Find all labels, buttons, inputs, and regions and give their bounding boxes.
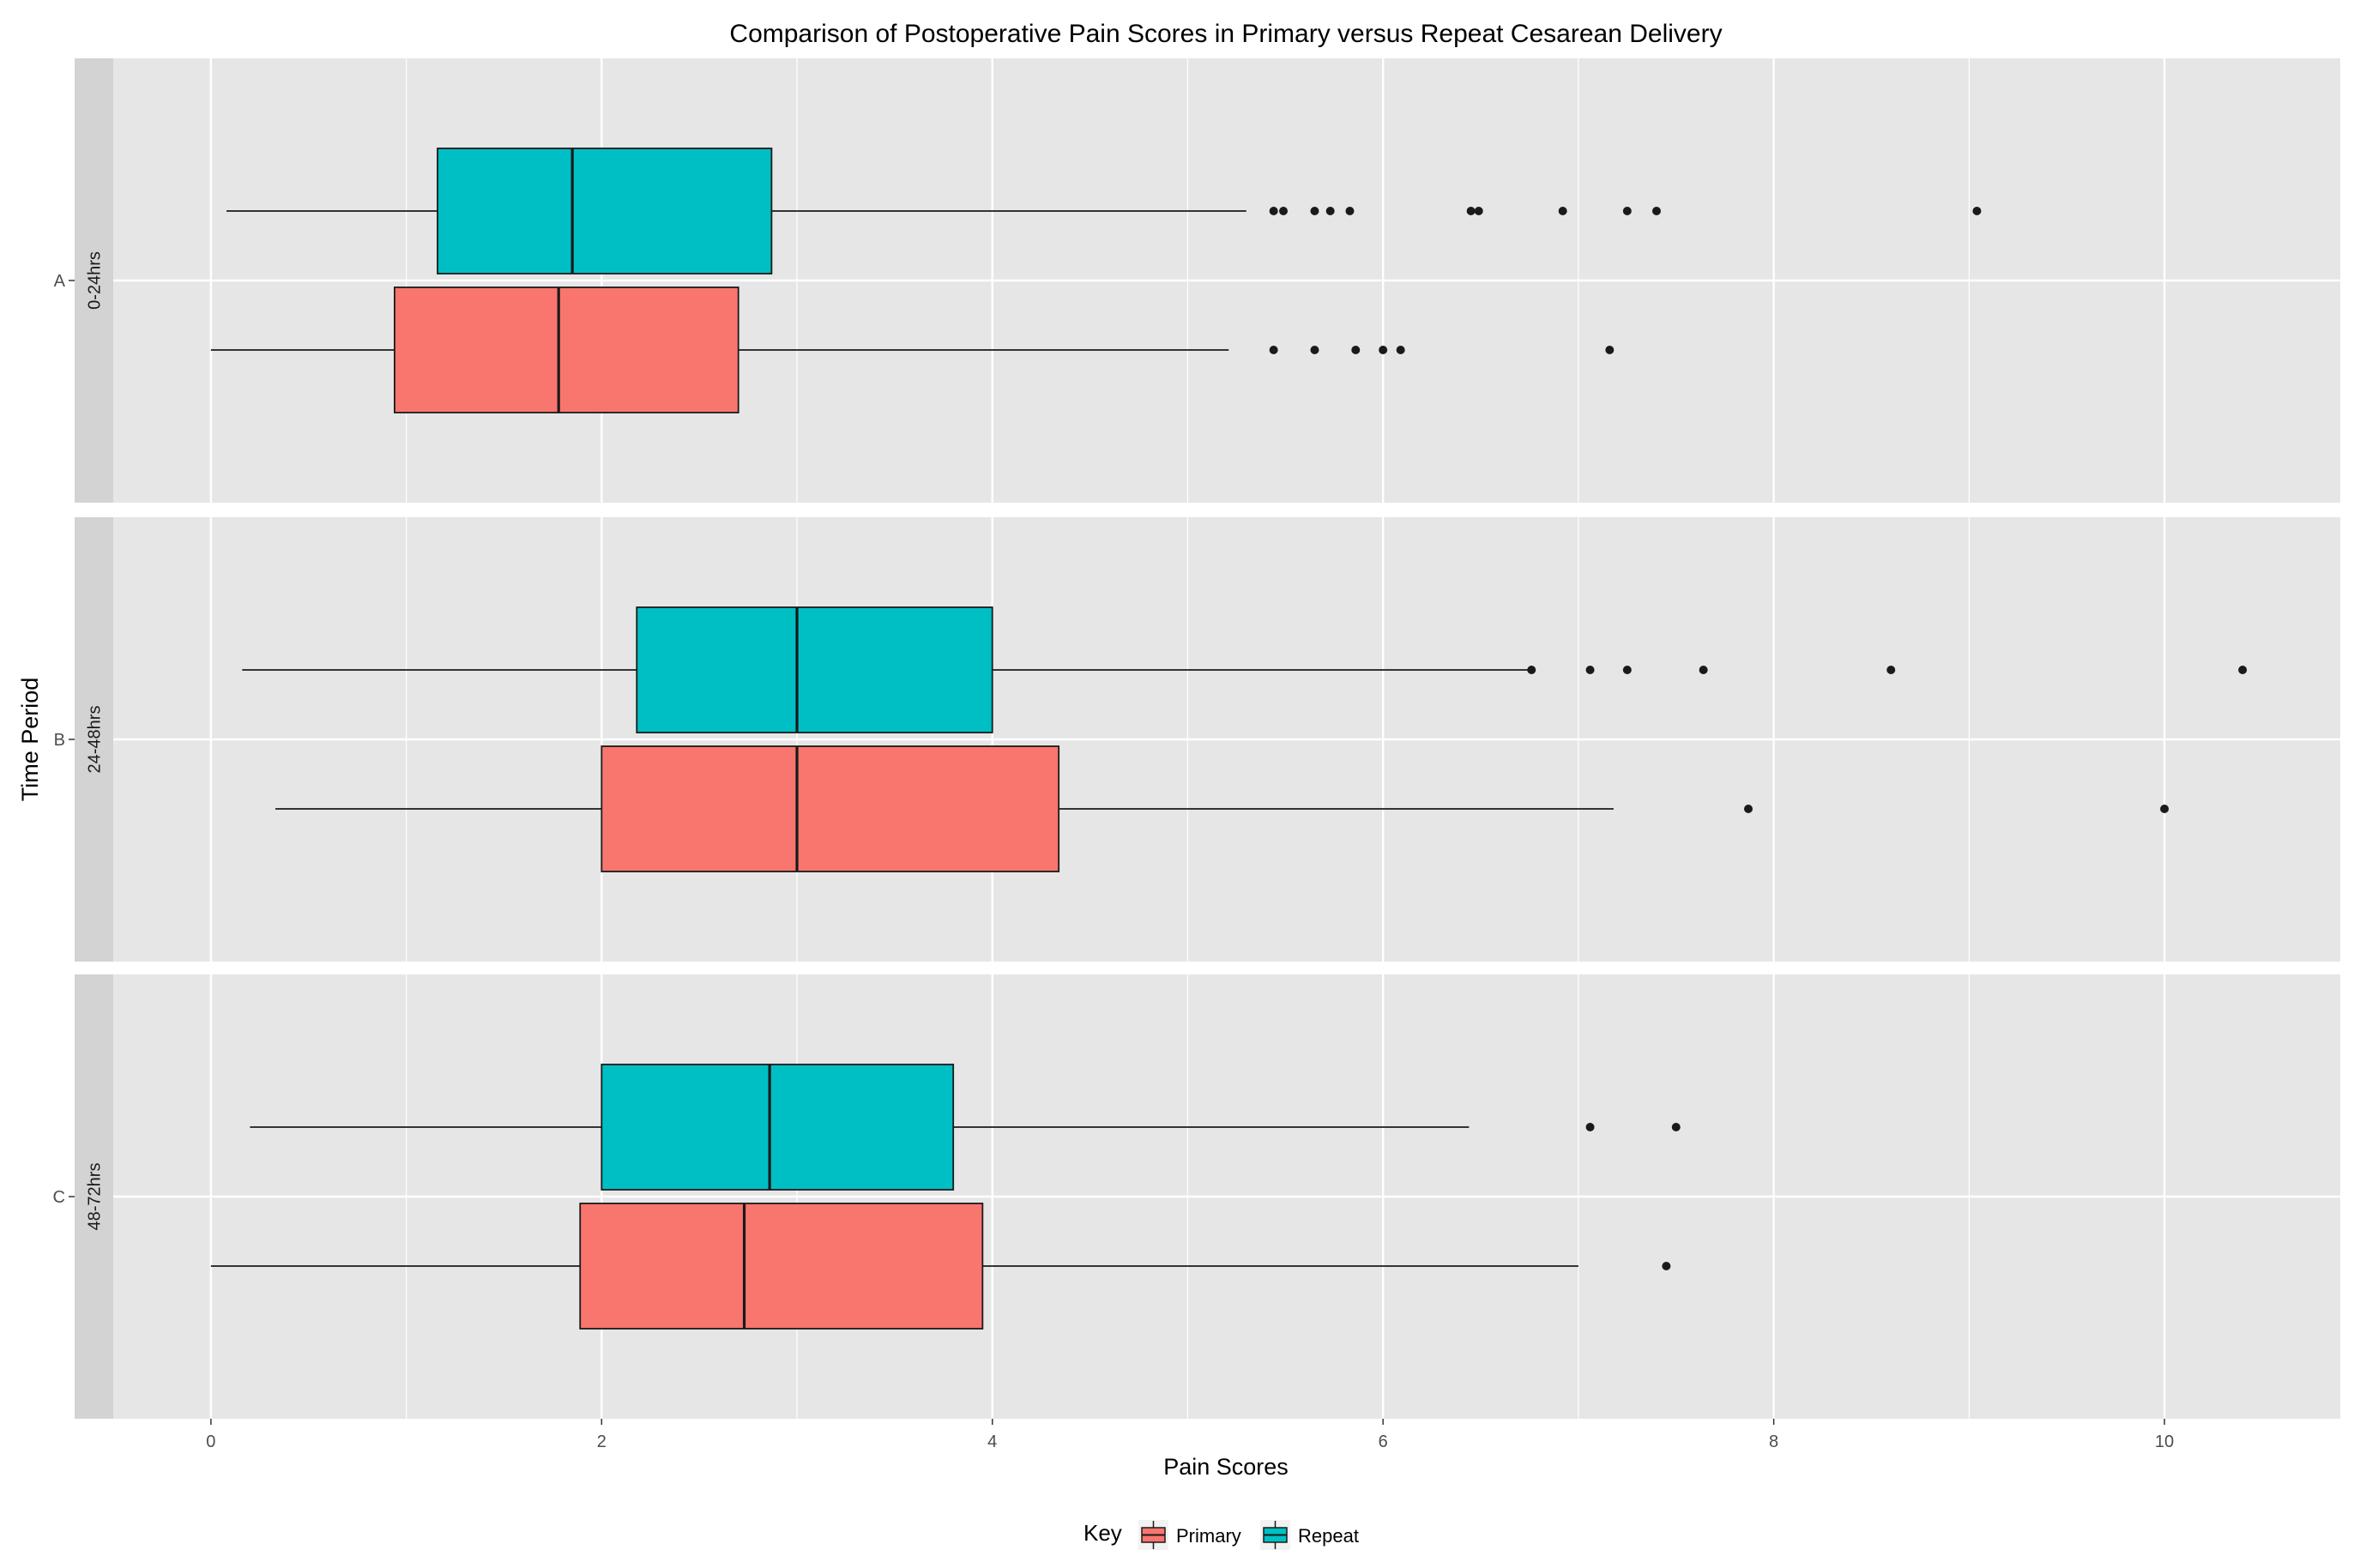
- box-iqr: [437, 148, 773, 274]
- box-repeat: [250, 1064, 1681, 1191]
- facet-strip: [75, 517, 113, 962]
- y-tick-label: B: [54, 731, 65, 750]
- x-tick-label: 10: [2155, 1432, 2174, 1451]
- outlier-point: [1474, 207, 1483, 215]
- legend-entry-primary: Primary: [1138, 1520, 1241, 1550]
- outlier-point: [1886, 666, 1896, 674]
- x-tick-label: 0: [206, 1432, 215, 1451]
- panel-1: 24-48hrs B: [54, 517, 2340, 962]
- box-iqr: [601, 1064, 955, 1191]
- outlier-point: [1662, 1262, 1671, 1270]
- y-axis-title: Time Period: [17, 678, 43, 802]
- legend-title: Key: [1083, 1520, 1122, 1546]
- outlier-point: [1527, 666, 1536, 674]
- outlier-point: [1310, 346, 1319, 354]
- outlier-point: [1396, 346, 1405, 354]
- x-tick-label: 6: [1379, 1432, 1388, 1451]
- outlier-point: [1269, 346, 1278, 354]
- box-iqr: [579, 1203, 984, 1330]
- box-primary: [210, 1203, 1671, 1330]
- x-axis: 0 2 4 6 8 10: [206, 1419, 2174, 1451]
- panels-layer: 0-24hrs A 24-48hrs B 48-72hrs C: [53, 58, 2340, 1419]
- panel-0: 0-24hrs A: [54, 58, 2340, 503]
- box-primary: [210, 286, 1615, 413]
- legend-label: Primary: [1176, 1525, 1241, 1547]
- outlier-point: [1379, 346, 1388, 354]
- outlier-point: [1466, 207, 1476, 215]
- outlier-point: [1699, 666, 1708, 674]
- y-tick-label: C: [53, 1188, 65, 1207]
- outlier-point: [1558, 207, 1567, 215]
- outlier-point: [2238, 666, 2248, 674]
- outlier-point: [1351, 346, 1361, 354]
- x-tick-label: 2: [597, 1432, 607, 1451]
- outlier-point: [1585, 666, 1595, 674]
- chart-title: Comparison of Postoperative Pain Scores …: [729, 20, 1722, 48]
- x-tick-label: 8: [1769, 1432, 1778, 1451]
- outlier-point: [1310, 207, 1319, 215]
- outlier-point: [1345, 207, 1355, 215]
- y-tick-label: A: [54, 272, 66, 291]
- outlier-point: [1325, 207, 1335, 215]
- box-iqr: [394, 286, 739, 413]
- box-repeat: [226, 148, 1982, 274]
- box-iqr: [636, 606, 993, 733]
- box-repeat: [242, 606, 2248, 733]
- panel-2: 48-72hrs C: [53, 974, 2340, 1419]
- legend-entry-repeat: Repeat: [1260, 1520, 1359, 1550]
- facet-strip: [75, 974, 113, 1419]
- outlier-point: [1585, 1123, 1595, 1131]
- outlier-point: [2160, 805, 2170, 813]
- outlier-point: [1269, 207, 1278, 215]
- legend-label: Repeat: [1298, 1525, 1359, 1547]
- x-tick-label: 4: [987, 1432, 997, 1451]
- box-primary: [275, 745, 2170, 872]
- outlier-point: [1972, 207, 1982, 215]
- facet-strip-label: 0-24hrs: [86, 251, 105, 310]
- outlier-point: [1671, 1123, 1681, 1131]
- box-iqr: [601, 745, 1060, 872]
- outlier-point: [1605, 346, 1615, 354]
- facet-strip-label: 24-48hrs: [86, 706, 105, 774]
- facet-strip: [75, 58, 113, 503]
- facet-strip-label: 48-72hrs: [86, 1163, 105, 1231]
- legend-entries: Primary Repeat: [1138, 1520, 1359, 1550]
- outlier-point: [1279, 207, 1289, 215]
- outlier-point: [1651, 207, 1661, 215]
- outlier-point: [1622, 666, 1632, 674]
- outlier-point: [1744, 805, 1753, 813]
- legend: Key Primary Repeat: [1083, 1520, 1359, 1550]
- outlier-point: [1622, 207, 1632, 215]
- x-axis-title: Pain Scores: [1163, 1454, 1289, 1480]
